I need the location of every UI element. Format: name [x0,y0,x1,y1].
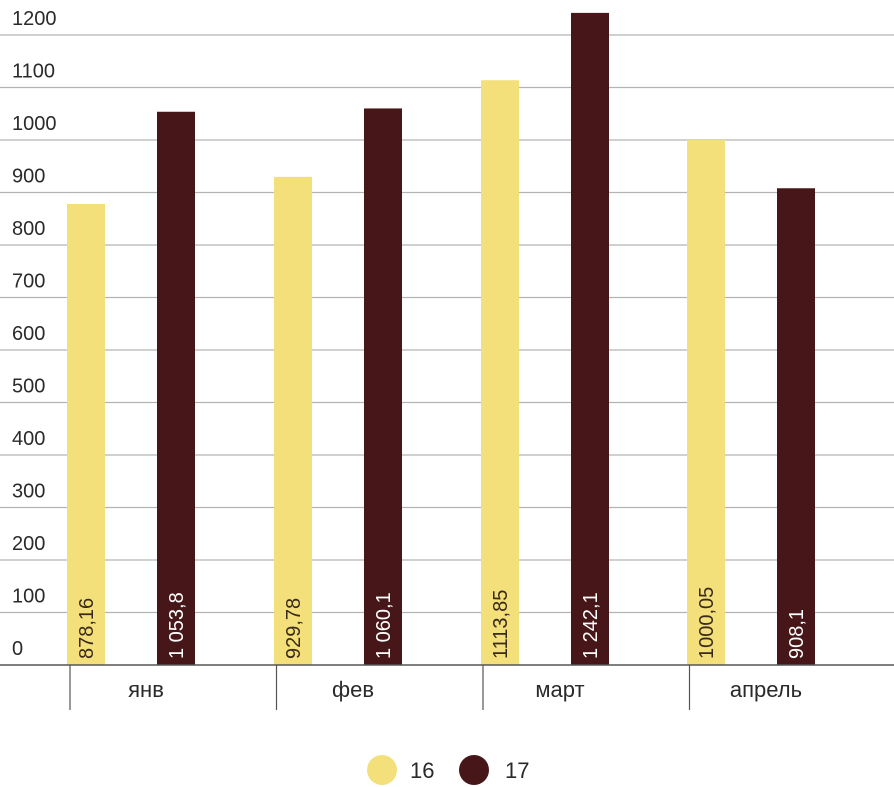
x-tick-label: март [535,677,584,702]
y-axis-ticks: 0 100 200 300 400 500 600 700 800 900 1000 1100 1200 [12,8,57,660]
y-tick-label: 200 [12,533,45,555]
legend: 16 17 [367,755,529,785]
y-tick-label: 300 [12,481,45,503]
bar-17-март [571,12,609,665]
data-label: 1113,85 [490,590,512,659]
y-tick-label: 1100 [12,61,55,83]
data-label: 1000,05 [696,587,718,659]
x-tick-label: янв [128,677,164,702]
legend-swatch [367,755,397,785]
y-tick-label: 1000 [12,113,57,135]
x-axis: янв фев март апрель [0,664,894,710]
y-tick-label: 700 [12,271,45,293]
bar-17-фев [364,108,402,665]
bar-16-фев [274,176,312,666]
bar-16-апрель [687,139,725,665]
y-tick-label: 500 [12,376,45,398]
y-tick-label: 400 [12,428,45,450]
data-label: 908,1 [786,609,808,659]
data-label: 1 060,1 [373,592,395,659]
legend-swatch [459,755,489,785]
y-tick-label: 900 [12,166,45,188]
bar-16-март [481,80,519,665]
bars: 878,16 929,78 1113,85 1000,05 1 053,8 1 060,1… [67,12,815,666]
data-label: 878,16 [76,598,98,659]
data-label: 929,78 [283,598,305,659]
y-tick-label: 600 [12,323,45,345]
bar-17-апрель [777,188,815,665]
legend-label: 16 [410,758,434,783]
y-tick-label: 0 [12,638,23,660]
y-tick-label: 800 [12,218,45,240]
legend-label: 17 [505,758,529,783]
bar-17-янв [157,111,195,665]
y-tick-label: 100 [12,586,45,608]
y-tick-label: 1200 [12,8,57,30]
x-tick-label: апрель [730,677,802,702]
data-label: 1 053,8 [166,592,188,659]
gridlines [0,34,894,614]
bar-16-янв [67,203,105,665]
data-label: 1 242,1 [580,592,602,659]
x-tick-label: фев [332,677,374,702]
